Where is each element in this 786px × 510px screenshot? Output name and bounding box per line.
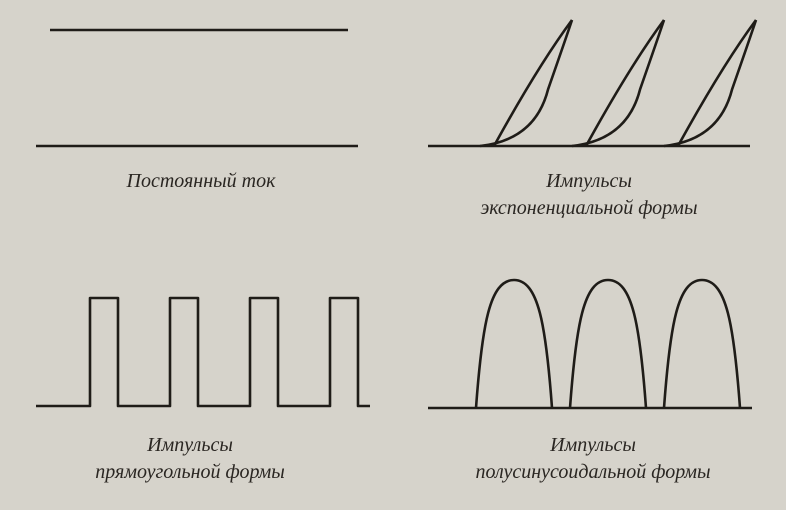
panel-dc xyxy=(28,8,374,158)
panel-half-sine xyxy=(420,258,760,416)
caption-exponential-line1: Импульсы xyxy=(546,170,632,192)
panel-rectangular xyxy=(28,276,374,416)
caption-half-sine: Импульсы полусинусоидальной формы xyxy=(400,432,786,486)
caption-half-sine-line1: Импульсы xyxy=(550,434,636,456)
caption-dc-text: Постоянный ток xyxy=(127,170,276,192)
rectangular-waveform xyxy=(28,276,374,416)
caption-exponential-line2: экспоненциальной формы xyxy=(480,197,697,219)
panel-exponential xyxy=(420,6,758,158)
caption-half-sine-line2: полусинусоидальной формы xyxy=(476,461,711,483)
caption-rectangular-line1: Импульсы xyxy=(147,434,233,456)
exponential-waveform xyxy=(420,6,758,158)
dc-waveform xyxy=(28,8,374,158)
caption-exponential: Импульсы экспоненциальной формы xyxy=(404,168,774,222)
caption-dc: Постоянный ток xyxy=(28,168,374,195)
waveform-figure: Постоянный ток Импульсы экспоненциальной… xyxy=(0,0,786,510)
half-sine-waveform xyxy=(420,258,760,416)
caption-rectangular-line2: прямоугольной формы xyxy=(95,461,285,483)
caption-rectangular: Импульсы прямоугольной формы xyxy=(0,432,380,486)
